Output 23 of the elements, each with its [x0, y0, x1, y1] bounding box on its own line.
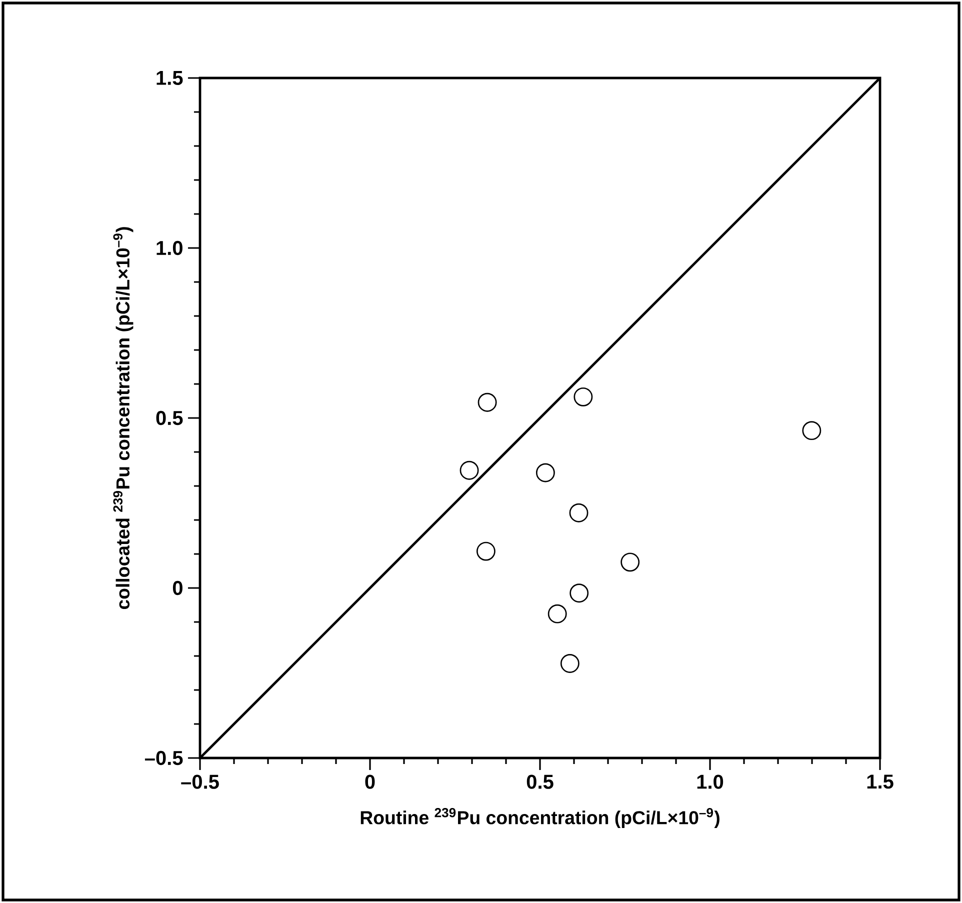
- point: [560, 654, 580, 673]
- point: [536, 463, 555, 482]
- point: [620, 552, 640, 572]
- y-tick-label: 0: [172, 580, 182, 596]
- y-axis-title: collocated $^{239}$Pu concentration (pCi/L×10$^{–9}$): [113, 227, 134, 610]
- point: [574, 387, 593, 406]
- y-tick-label: 0.5: [156, 410, 183, 426]
- x-tick-label: 0.5: [526, 774, 554, 789]
- point: [478, 392, 497, 412]
- x-tick-label: 0: [365, 774, 375, 789]
- y-tick-label: 1.5: [156, 71, 183, 85]
- x-axis-title: Routine $^{239}$Pu concentration (pCi/L×10$^{–9}$): [360, 808, 720, 828]
- x-tick-label: 1.5: [867, 774, 894, 789]
- x-tick-label: –0.5: [181, 774, 219, 789]
- point: [460, 460, 479, 480]
- point: [548, 604, 567, 624]
- x-tick-label: 1.0: [697, 774, 724, 789]
- y-tick-label: 1.0: [156, 240, 182, 256]
- point: [802, 421, 822, 440]
- point: [569, 503, 588, 522]
- point: [476, 542, 496, 561]
- y-tick-label: –0.5: [144, 750, 183, 766]
- point: [570, 584, 589, 603]
